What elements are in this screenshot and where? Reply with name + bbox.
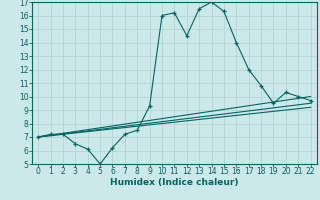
X-axis label: Humidex (Indice chaleur): Humidex (Indice chaleur) <box>110 178 239 187</box>
